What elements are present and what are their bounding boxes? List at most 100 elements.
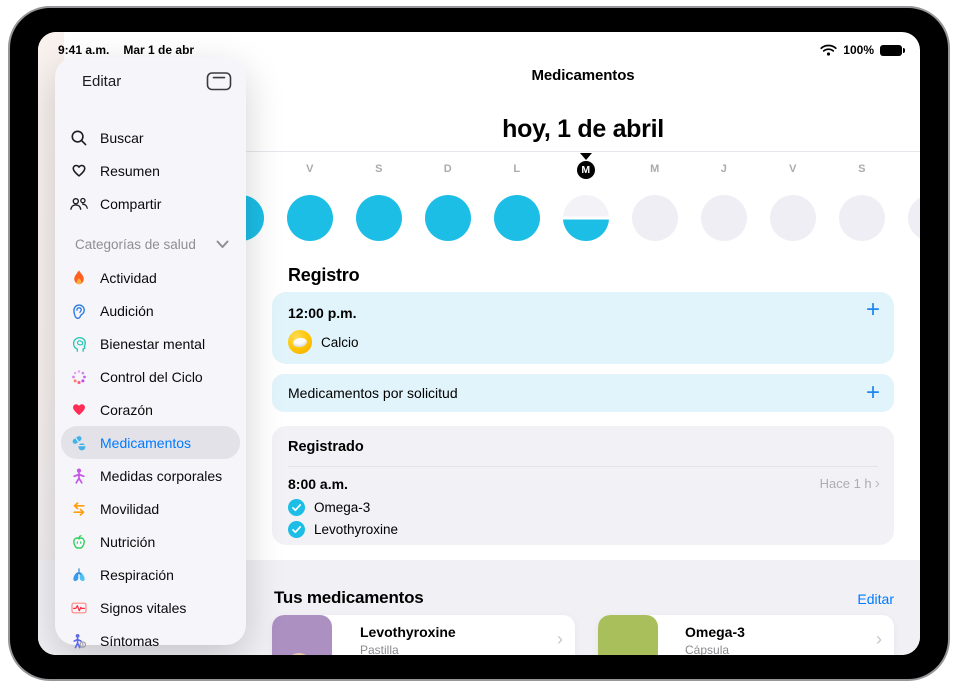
day-progress-circle[interactable] xyxy=(287,195,333,241)
day-letter[interactable]: V xyxy=(306,163,314,175)
page-title: Medicamentos xyxy=(531,67,635,84)
sidebar-item-respiracion[interactable]: Respiración xyxy=(61,558,240,591)
logged-card-title: Registrado xyxy=(288,439,364,455)
sidebar-item-medidas-corporales[interactable]: Medidas corporales xyxy=(61,459,240,492)
sidebar-item-label: Bienestar mental xyxy=(100,335,206,352)
heart-icon xyxy=(68,399,90,421)
sidebar-item-corazon[interactable]: Corazón xyxy=(61,393,240,426)
body-icon xyxy=(68,465,90,487)
medication-name: Calcio xyxy=(321,334,359,350)
sidebar-item-label: Actividad xyxy=(100,269,157,286)
day-letter[interactable]: M xyxy=(650,163,660,175)
check-icon xyxy=(288,521,305,538)
round-yellow-pill-icon xyxy=(288,330,312,354)
on-demand-add-button[interactable]: + xyxy=(865,379,880,406)
medication-card-name: Levothyroxine xyxy=(360,624,456,640)
status-time: 9:41 a.m. xyxy=(58,43,110,57)
selected-day-letter[interactable]: M xyxy=(577,161,595,179)
ear-icon xyxy=(68,300,90,322)
day-letter[interactable]: L xyxy=(513,163,521,175)
battery-icon xyxy=(880,44,905,56)
sidebar-item-label: Control del Ciclo xyxy=(100,368,203,385)
screen: 9:41 a.m. Mar 1 de abr 100% Medicamentos… xyxy=(38,32,920,655)
symptoms-icon xyxy=(68,630,90,652)
sidebar-item-label: Respiración xyxy=(100,566,174,583)
chevron-down-icon xyxy=(216,240,229,249)
flame-icon xyxy=(68,267,90,289)
sidebar-item-label: Buscar xyxy=(100,129,144,146)
logged-medication-row[interactable]: Levothyroxine xyxy=(288,521,398,538)
sidebar-edit-button[interactable]: Editar xyxy=(82,73,122,90)
day-progress-circle[interactable] xyxy=(425,195,471,241)
sidebar-item-label: Signos vitales xyxy=(100,599,187,616)
date-heading[interactable]: hoy, 1 de abril xyxy=(502,115,664,143)
logged-medication-row[interactable]: Omega-3 xyxy=(288,499,370,516)
scheduled-medication-row[interactable]: Calcio xyxy=(288,330,359,354)
logged-ago-text: Hace 1 h xyxy=(819,476,872,491)
day-progress-circle[interactable] xyxy=(770,195,816,241)
on-demand-card[interactable]: Medicamentos por solicitud + xyxy=(272,374,894,412)
sidebar-item-label: Medidas corporales xyxy=(100,467,223,484)
day-progress-circle[interactable] xyxy=(839,195,885,241)
day-progress-circle[interactable] xyxy=(356,195,402,241)
medication-image xyxy=(598,615,658,655)
log-section-title: Registro xyxy=(288,265,360,285)
logged-card: Registrado 8:00 a.m. Hace 1 h › Omega-3 L… xyxy=(272,426,894,545)
day-letter[interactable]: S xyxy=(858,163,866,175)
sidebar-item-signos-vitales[interactable]: Signos vitales xyxy=(61,591,240,624)
medication-name: Omega-3 xyxy=(314,500,371,515)
day-letter[interactable]: S xyxy=(375,163,383,175)
medication-card-omega-3[interactable]: Omega-3 Cápsula › xyxy=(598,615,894,655)
medication-card-form: Pastilla xyxy=(360,643,399,655)
day-progress-circle[interactable] xyxy=(563,195,609,241)
medication-card-levothyroxine[interactable]: Levothyroxine Pastilla › xyxy=(272,615,575,655)
sidebar-item-compartir[interactable]: Compartir xyxy=(61,187,240,220)
medication-card-name: Omega-3 xyxy=(685,624,745,640)
sidebar-item-sintomas[interactable]: Síntomas xyxy=(61,624,240,655)
sidebar-item-label: Medicamentos xyxy=(100,434,192,451)
day-progress-circle[interactable] xyxy=(632,195,678,241)
device-frame: 9:41 a.m. Mar 1 de abr 100% Medicamentos… xyxy=(8,6,950,681)
sidebar-item-label: Audición xyxy=(100,302,154,319)
day-progress-circle[interactable] xyxy=(701,195,747,241)
sidebar-item-actividad[interactable]: Actividad xyxy=(61,261,240,294)
status-date: Mar 1 de abr xyxy=(123,43,195,57)
your-medications-title: Tus medicamentos xyxy=(274,588,424,607)
selected-day-pointer xyxy=(580,153,592,160)
mobility-icon xyxy=(68,498,90,520)
check-icon xyxy=(288,499,305,516)
vitals-icon xyxy=(68,597,90,619)
chevron-right-icon: › xyxy=(874,475,880,492)
sidebar-item-label: Síntomas xyxy=(100,632,160,649)
sidebar-item-buscar[interactable]: Buscar xyxy=(61,121,240,154)
day-letter[interactable]: J xyxy=(720,163,728,175)
cycle-icon xyxy=(68,366,90,388)
day-progress-circle[interactable] xyxy=(494,195,540,241)
sidebar-section-header[interactable]: Categorías de salud xyxy=(55,228,246,261)
log-dose-add-button[interactable]: + xyxy=(865,296,880,323)
medication-image xyxy=(272,615,332,655)
sidebar-toggle-icon[interactable] xyxy=(206,71,232,91)
sidebar-item-nutricion[interactable]: Nutrición xyxy=(61,525,240,558)
sidebar-item-audicion[interactable]: Audición xyxy=(61,294,240,327)
your-medications-edit-button[interactable]: Editar xyxy=(857,591,894,607)
logged-card-divider xyxy=(288,466,878,467)
dose-time: 12:00 p.m. xyxy=(288,305,357,321)
sidebar-item-medicamentos[interactable]: Medicamentos xyxy=(61,426,240,459)
day-letter[interactable]: D xyxy=(443,163,453,175)
sidebar-item-bienestar-mental[interactable]: Bienestar mental xyxy=(61,327,240,360)
status-bar: 9:41 a.m. Mar 1 de abr 100% xyxy=(38,32,920,60)
header-divider xyxy=(206,151,920,152)
day-letter[interactable]: V xyxy=(789,163,797,175)
people-icon xyxy=(68,193,90,215)
medication-name: Levothyroxine xyxy=(314,522,399,537)
sidebar-item-resumen[interactable]: Resumen xyxy=(61,154,240,187)
sidebar-item-label: Movilidad xyxy=(100,500,160,517)
sidebar-item-control-del-ciclo[interactable]: Control del Ciclo xyxy=(61,360,240,393)
sidebar-item-label: Nutrición xyxy=(100,533,156,550)
day-progress-circle[interactable] xyxy=(908,195,920,241)
logged-time: 8:00 a.m. xyxy=(288,476,348,492)
logged-ago-link[interactable]: Hace 1 h › xyxy=(819,475,880,492)
chevron-right-icon: › xyxy=(876,629,882,649)
sidebar-item-movilidad[interactable]: Movilidad xyxy=(61,492,240,525)
